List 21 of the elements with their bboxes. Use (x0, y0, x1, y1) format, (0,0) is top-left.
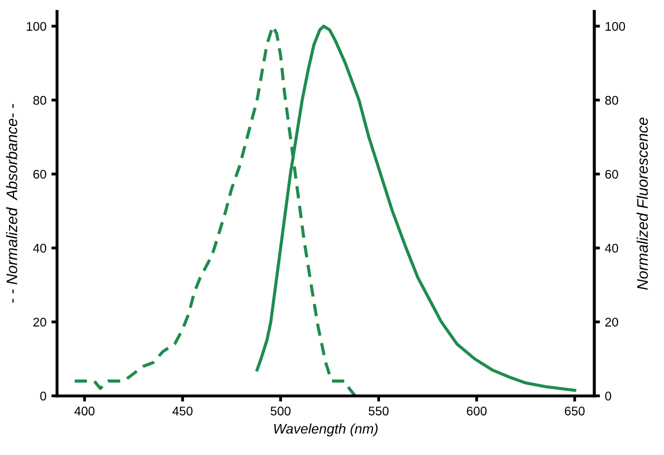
y-tick-label: 60 (33, 170, 46, 179)
y2-tick-label: 100 (606, 22, 626, 31)
x-axis-title: Wavelength (nm) (274, 423, 378, 436)
y2-tick-label: 40 (604, 244, 618, 253)
y-axis-title: - - Normalized Absorbance- - (6, 104, 18, 303)
y-tick-label: 80 (33, 96, 46, 105)
x-tick-label: 450 (172, 406, 193, 416)
y-tick-label: 40 (33, 244, 46, 253)
y2-axis-title: Normalized Fluorescence (636, 118, 648, 290)
x-tick-label: 650 (564, 406, 585, 416)
x-tick-label: 550 (368, 406, 389, 416)
y2-tick-label: 60 (605, 170, 618, 179)
y2-tick-label: 20 (605, 318, 618, 327)
y2-tick-label: 0 (605, 392, 612, 400)
x-tick-label: 600 (466, 406, 487, 416)
x-tick-label: 500 (270, 406, 291, 416)
y-tick-label: 20 (33, 318, 46, 327)
x-tick-label: 400 (74, 406, 94, 416)
y2-tick-label: 80 (605, 96, 618, 105)
y-tick-label: 0 (40, 392, 46, 400)
y-tick-label: 100 (26, 22, 46, 31)
